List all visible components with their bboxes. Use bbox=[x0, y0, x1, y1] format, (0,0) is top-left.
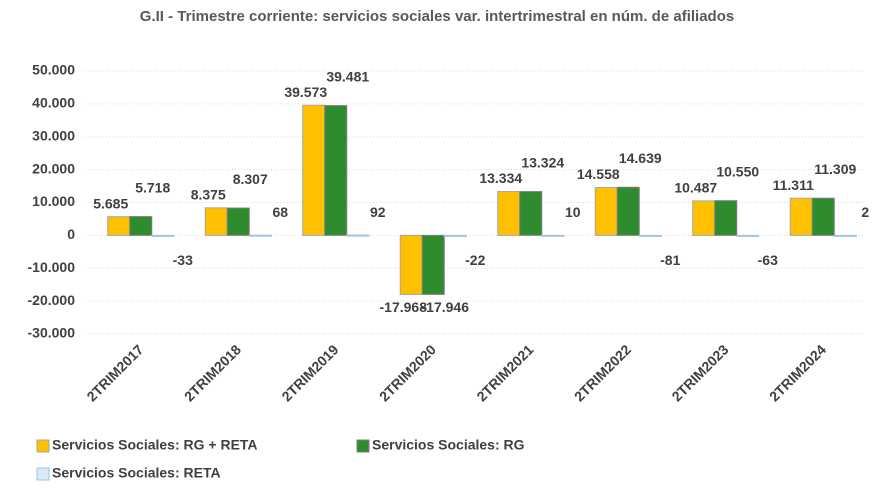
bar bbox=[714, 200, 738, 236]
x-tick-label: 2TRIM2017 bbox=[83, 341, 146, 404]
data-label: 14.639 bbox=[619, 150, 662, 166]
x-tick-label: 2TRIM2021 bbox=[473, 341, 536, 404]
data-label: -63 bbox=[758, 252, 778, 268]
data-label: 8.375 bbox=[191, 187, 226, 203]
bar bbox=[204, 207, 228, 236]
y-tick-label: -30.000 bbox=[28, 325, 76, 341]
bar bbox=[129, 216, 153, 236]
data-label: -22 bbox=[465, 252, 485, 268]
bar bbox=[151, 234, 175, 237]
chart-title: G.II - Trimestre corriente: servicios so… bbox=[139, 8, 735, 25]
bar bbox=[736, 234, 760, 237]
data-label: -17.946 bbox=[422, 299, 470, 315]
data-label: -33 bbox=[173, 252, 193, 268]
data-label: -17.968 bbox=[380, 299, 428, 315]
y-tick-label: 20.000 bbox=[32, 160, 75, 176]
bar bbox=[594, 187, 618, 236]
data-label: 5.685 bbox=[93, 195, 128, 211]
y-tick-label: 0 bbox=[67, 226, 75, 242]
data-label: -81 bbox=[660, 252, 680, 268]
y-tick-label: -20.000 bbox=[28, 292, 76, 308]
bar bbox=[638, 234, 662, 237]
x-tick-label: 2TRIM2023 bbox=[668, 341, 731, 404]
legend-swatch bbox=[36, 439, 50, 453]
data-label: 10.550 bbox=[716, 163, 759, 179]
data-label: 68 bbox=[272, 204, 288, 220]
legend-label: Servicios Sociales: RG + RETA bbox=[52, 437, 258, 453]
y-tick-label: 30.000 bbox=[32, 127, 75, 143]
bar bbox=[692, 200, 716, 236]
data-label: 39.481 bbox=[326, 68, 369, 84]
data-label: 92 bbox=[370, 204, 386, 220]
x-tick-label: 2TRIM2024 bbox=[766, 341, 829, 404]
bar bbox=[107, 216, 131, 236]
bar bbox=[226, 207, 250, 236]
y-tick-label: -10.000 bbox=[28, 259, 76, 275]
data-label: 11.309 bbox=[814, 161, 856, 177]
bar bbox=[248, 234, 272, 237]
data-label: 14.558 bbox=[577, 166, 620, 182]
bar bbox=[346, 234, 370, 237]
bar bbox=[616, 186, 640, 236]
bar bbox=[497, 191, 521, 236]
y-tick-label: 40.000 bbox=[32, 95, 75, 111]
bar bbox=[399, 234, 423, 295]
bar bbox=[541, 234, 565, 237]
data-label: 2 bbox=[861, 204, 869, 220]
bar bbox=[789, 197, 813, 236]
bar bbox=[443, 234, 467, 237]
bar bbox=[833, 234, 857, 237]
data-label: 10.487 bbox=[674, 180, 717, 196]
x-tick-label: 2TRIM2020 bbox=[376, 341, 439, 404]
legend-swatch bbox=[36, 467, 50, 481]
data-label: 5.718 bbox=[135, 179, 170, 195]
bar bbox=[811, 197, 835, 236]
data-label: 8.307 bbox=[233, 171, 268, 187]
bar bbox=[302, 104, 326, 236]
data-label: 13.324 bbox=[521, 154, 564, 170]
bar bbox=[324, 105, 348, 236]
x-tick-label: 2TRIM2019 bbox=[278, 341, 341, 404]
y-tick-label: 10.000 bbox=[32, 193, 75, 209]
y-tick-label: 50.000 bbox=[32, 62, 75, 78]
data-label: 13.334 bbox=[479, 170, 522, 186]
data-label: 10 bbox=[565, 204, 581, 220]
x-tick-label: 2TRIM2022 bbox=[571, 341, 634, 404]
bar bbox=[519, 191, 543, 236]
x-tick-label: 2TRIM2018 bbox=[181, 341, 244, 404]
legend-label: Servicios Sociales: RG bbox=[372, 437, 525, 453]
data-label: 39.573 bbox=[284, 84, 327, 100]
bar bbox=[421, 234, 445, 295]
data-label: 11.311 bbox=[773, 177, 814, 193]
legend-swatch bbox=[356, 439, 370, 453]
legend-label: Servicios Sociales: RETA bbox=[52, 465, 221, 481]
